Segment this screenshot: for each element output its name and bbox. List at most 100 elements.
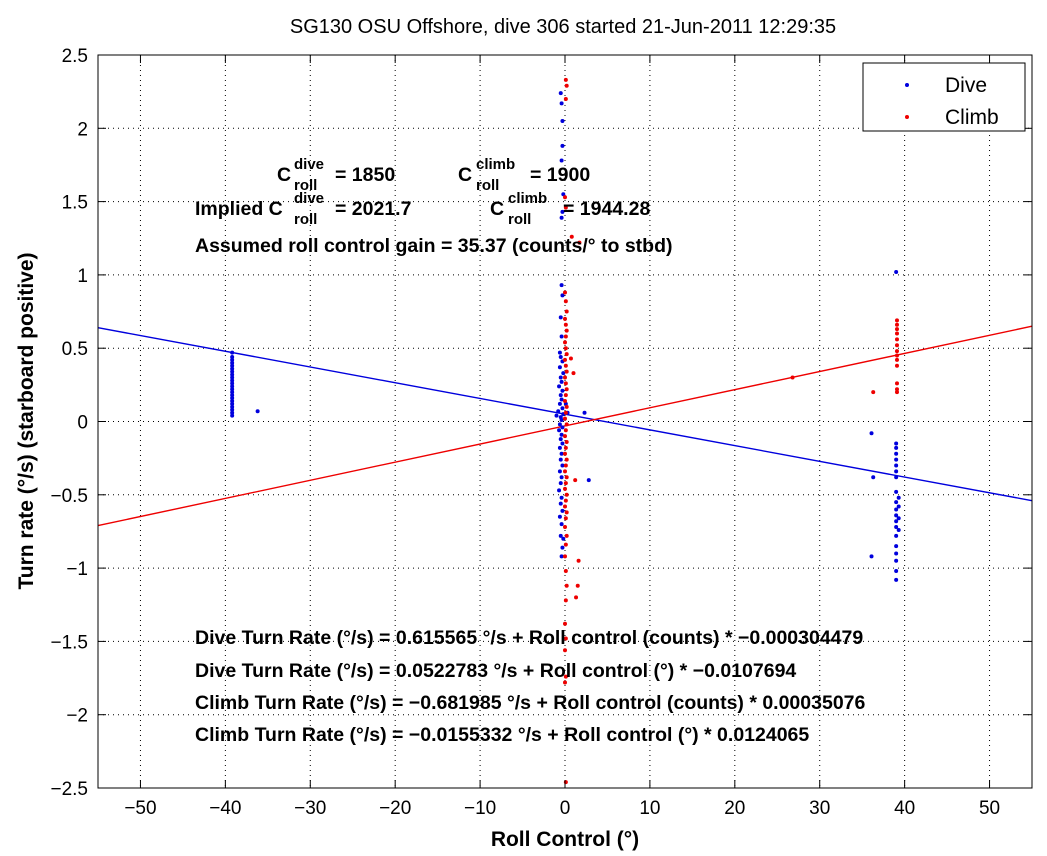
climb-point	[563, 445, 568, 450]
c-roll-climb-sub: roll	[476, 177, 499, 194]
dive-point	[894, 469, 899, 474]
dive-point	[896, 527, 901, 532]
dive-point	[558, 315, 563, 320]
climb-point	[564, 440, 569, 445]
y-tick-label: 2	[77, 119, 88, 140]
y-tick-label: 0.5	[62, 339, 88, 360]
y-tick-labels: −2.5 −2 −1.5 −1 −0.5 0 0.5 1 1.5 2 2.5	[50, 46, 88, 800]
climb-point	[563, 410, 568, 415]
climb-point	[563, 428, 568, 433]
dive-point	[230, 407, 235, 412]
y-tick-label: 1.5	[62, 193, 88, 214]
fit-annotation-1: Dive Turn Rate (°/s) = 0.615565 °/s + Ro…	[195, 627, 863, 649]
dive-point	[582, 410, 587, 415]
climb-point	[894, 387, 899, 392]
climb-point	[894, 357, 899, 362]
dive-point	[230, 387, 235, 392]
dive-point	[894, 577, 899, 582]
climb-point	[563, 77, 568, 82]
dive-point	[559, 451, 564, 456]
climb-point	[563, 334, 568, 339]
dive-point	[230, 360, 235, 365]
climb-point	[563, 780, 568, 785]
c-roll-climb-sup: climb	[476, 156, 515, 173]
dive-point	[894, 551, 899, 556]
x-tick-labels: −50 −40 −30 −20 −10 0 10 20 30 40 50	[124, 798, 1000, 819]
climb-point	[564, 387, 569, 392]
y-tick-label: 0	[77, 413, 88, 434]
dive-point	[558, 375, 563, 380]
dive-point	[230, 398, 235, 403]
climb-point	[564, 492, 569, 497]
y-axis-label: Turn rate (°/s) (starboard positive)	[15, 252, 38, 589]
x-tick-label: −40	[209, 798, 241, 819]
gain-annotation: Assumed roll control gain = 35.37 (count…	[195, 235, 673, 257]
dive-point	[559, 418, 564, 423]
implied-climb-sup: climb	[508, 190, 547, 207]
climb-point	[894, 381, 899, 386]
c-roll-climb-prefix: C	[458, 164, 472, 186]
climb-point	[563, 486, 567, 491]
dive-point	[557, 488, 562, 493]
climb-point	[569, 234, 574, 239]
climb-point	[563, 381, 568, 386]
x-tick-label: −20	[379, 798, 411, 819]
climb-point	[563, 393, 568, 398]
climb-point	[871, 390, 876, 395]
climb-point	[563, 434, 567, 439]
dive-point	[559, 215, 564, 220]
dive-point	[558, 457, 563, 462]
dive-point	[230, 393, 235, 398]
climb-point	[563, 451, 567, 456]
dive-point	[230, 369, 235, 374]
dive-point	[230, 363, 235, 368]
dive-point	[557, 445, 562, 450]
dive-point	[558, 354, 563, 359]
dive-point	[894, 513, 899, 518]
dive-point	[557, 384, 562, 389]
dive-point	[558, 393, 563, 398]
climb-point	[563, 416, 567, 421]
climb-point	[573, 478, 578, 483]
dive-point	[560, 388, 565, 393]
dive-point	[230, 410, 235, 415]
dive-point	[230, 384, 235, 389]
dive-point	[894, 519, 899, 524]
dive-point	[896, 504, 901, 509]
coefficient-annotations: C dive roll = 1850 C climb roll = 1900 I…	[195, 156, 673, 257]
dive-point	[557, 401, 562, 406]
climb-point	[563, 542, 568, 547]
implied-climb-value: = 1944.28	[563, 198, 650, 220]
climb-point	[563, 363, 568, 368]
dive-point	[558, 501, 563, 506]
c-roll-dive-sup: dive	[294, 156, 324, 173]
dive-point	[559, 379, 564, 384]
climb-point	[894, 327, 899, 332]
dive-point	[230, 372, 235, 377]
x-axis-label: Roll Control (°)	[491, 828, 639, 851]
dive-point	[557, 469, 562, 474]
dive-point	[556, 409, 561, 414]
climb-point	[563, 598, 568, 603]
climb-point	[564, 583, 569, 588]
c-roll-dive-sub: roll	[294, 177, 317, 194]
dive-point	[869, 554, 874, 559]
climb-point	[564, 352, 569, 357]
dive-point	[894, 451, 899, 456]
dive-point	[894, 569, 899, 574]
climb-point	[563, 346, 568, 351]
climb-point	[563, 205, 568, 210]
climb-point	[563, 96, 568, 101]
implied-prefix: Implied C	[195, 198, 283, 220]
dive-point	[230, 404, 235, 409]
dive-point	[560, 545, 565, 550]
climb-point	[564, 475, 569, 480]
fit-annotations: Dive Turn Rate (°/s) = 0.615565 °/s + Ro…	[195, 627, 866, 746]
c-roll-dive-value: = 1850	[335, 164, 395, 186]
climb-point	[563, 525, 567, 530]
x-tick-label: −10	[464, 798, 496, 819]
dive-point	[557, 428, 562, 433]
y-tick-label: −1.5	[50, 632, 88, 653]
dive-point	[560, 118, 565, 123]
dive-point	[230, 357, 235, 362]
